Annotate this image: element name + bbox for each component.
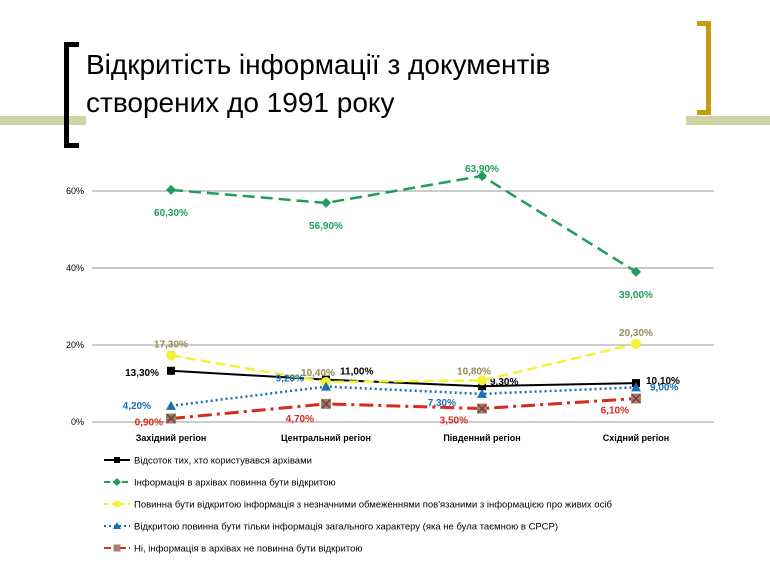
y-tick-label: 60% xyxy=(66,186,84,196)
legend-label: Повинна бути відкритою інформація з незн… xyxy=(134,500,612,511)
x-tick-label: Західний регіон xyxy=(136,433,207,443)
data-label: 9,20% xyxy=(276,374,304,385)
data-label: 39,00% xyxy=(619,290,653,301)
data-label: 6,10% xyxy=(601,406,629,417)
legend-label: Інформація в архівах повинна бути відкри… xyxy=(134,478,336,489)
legend-marker xyxy=(113,478,121,486)
data-label: 4,20% xyxy=(123,401,151,412)
data-point xyxy=(166,400,176,410)
title-box: Відкритість інформації з документів ство… xyxy=(86,44,686,134)
legend-marker xyxy=(114,457,120,463)
data-label: 63,90% xyxy=(465,164,499,175)
slide-title-line-1: Відкритість інформації з документів xyxy=(86,49,551,80)
legend-label: Відсоток тих, хто користувався архівами xyxy=(134,456,312,467)
data-label: 7,30% xyxy=(428,398,456,409)
series-line xyxy=(170,397,637,421)
legend-marker xyxy=(113,544,121,552)
data-label: 0,90% xyxy=(135,418,163,429)
data-label: 13,30% xyxy=(125,368,159,379)
data-point xyxy=(477,375,487,386)
data-point xyxy=(166,350,176,361)
data-point xyxy=(167,366,175,375)
series-line xyxy=(170,174,637,273)
data-point xyxy=(478,382,486,391)
left-bracket-decoration xyxy=(64,42,79,148)
data-point xyxy=(321,381,331,391)
data-point xyxy=(477,388,487,398)
right-bracket-decoration xyxy=(697,21,711,115)
x-tick-label: Центральний регіон xyxy=(281,433,371,443)
legend-label: Ні, інформація в архівах не повинна бути… xyxy=(134,544,363,555)
y-tick-label: 0% xyxy=(71,417,84,427)
data-label: 9,30% xyxy=(490,377,518,388)
legend-marker xyxy=(113,500,121,508)
data-label: 20,30% xyxy=(619,328,653,339)
data-point xyxy=(631,382,641,392)
data-label: 56,90% xyxy=(309,221,343,232)
x-tick-label: Східний регіон xyxy=(603,433,669,443)
series-line xyxy=(170,342,637,384)
slide-title-line-2: створених до 1991 року xyxy=(86,87,395,118)
data-point-cross xyxy=(166,414,176,424)
data-point xyxy=(631,338,641,349)
data-label: 10,40% xyxy=(301,368,335,379)
data-point xyxy=(166,184,176,195)
data-label: 60,30% xyxy=(154,208,188,219)
series-line xyxy=(170,385,637,408)
data-point-cross xyxy=(477,403,487,414)
data-label: 17,30% xyxy=(154,339,188,350)
data-point-cross xyxy=(631,393,641,404)
data-label: 11,00% xyxy=(340,367,373,378)
data-label: 10,10% xyxy=(646,376,680,387)
x-tick-label: Південний регіон xyxy=(443,433,520,443)
data-label: 10,80% xyxy=(457,366,491,377)
y-tick-label: 20% xyxy=(66,340,84,350)
data-label: 9,00% xyxy=(650,382,678,393)
data-point xyxy=(321,197,331,208)
data-label: 3,50% xyxy=(440,416,468,427)
legend-label: Відкритою повинна бути тільки інформація… xyxy=(134,522,558,533)
legend-marker xyxy=(113,522,121,529)
series-line xyxy=(170,369,637,388)
data-label: 4,70% xyxy=(286,414,314,425)
data-point xyxy=(631,266,641,277)
data-point xyxy=(477,170,487,181)
data-point-cross xyxy=(321,399,331,409)
y-tick-label: 40% xyxy=(66,263,84,273)
